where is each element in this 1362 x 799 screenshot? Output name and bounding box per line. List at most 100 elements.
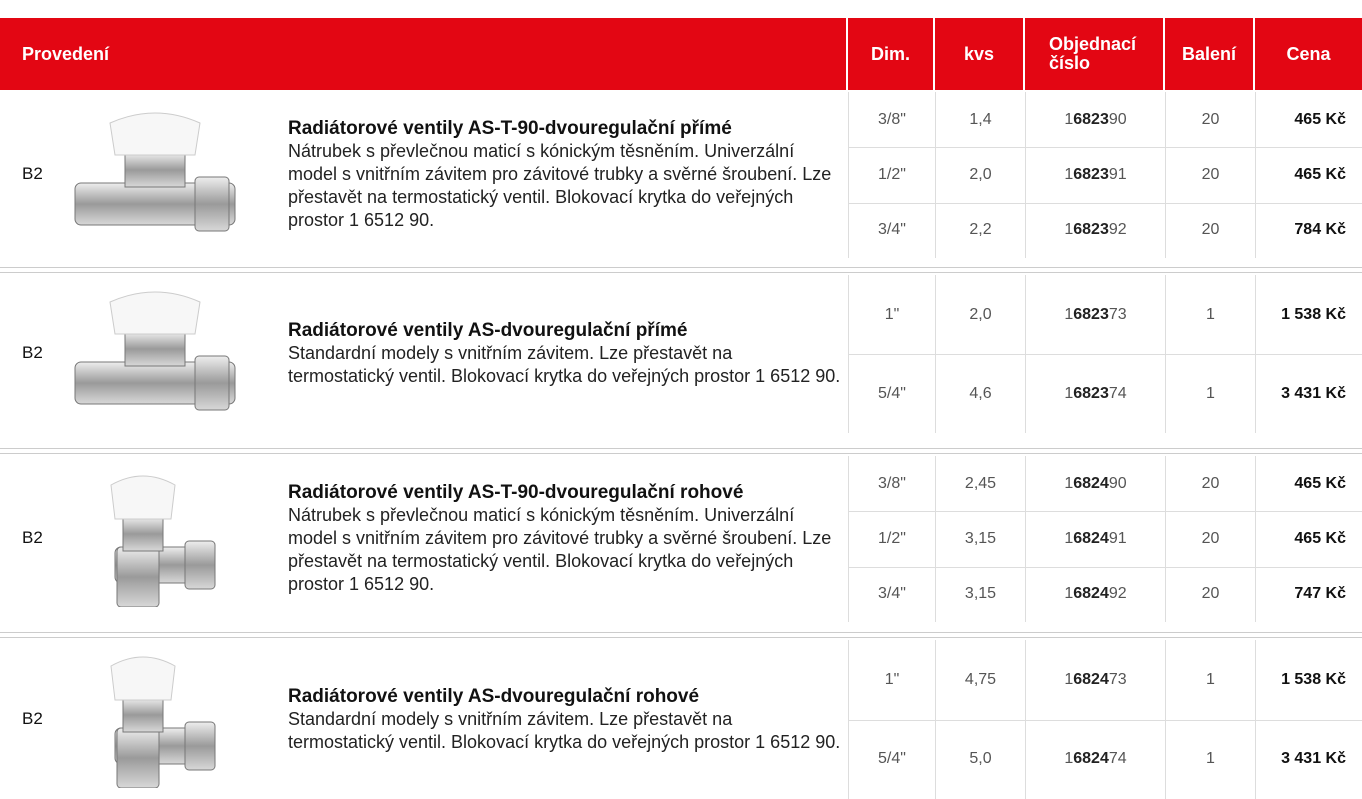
- price: 1 538 Kč: [1255, 275, 1362, 354]
- header-cell: Balení: [1165, 18, 1253, 90]
- product-description: Nátrubek s převlečnou maticí s kónickým …: [288, 140, 843, 232]
- product-description: Standardní modely s vnitřním závitem. Lz…: [288, 342, 843, 388]
- group-divider: [0, 272, 1362, 273]
- order-part: 6824: [1073, 530, 1109, 548]
- order-part: 6824: [1073, 671, 1109, 689]
- page: ProvedeníDim.kvsObjednací čísloBaleníCen…: [0, 0, 1362, 799]
- order-part: 1: [1064, 750, 1073, 768]
- price: 3 431 Kč: [1255, 354, 1362, 433]
- order-part: 1: [1064, 585, 1073, 603]
- dim: 1/2": [848, 147, 935, 202]
- product-image: [55, 467, 255, 607]
- product-title: Radiátorové ventily AS-dvouregulační pří…: [288, 320, 843, 342]
- dim: 5/4": [848, 354, 935, 433]
- dim: 1": [848, 640, 935, 720]
- pack: 1: [1165, 640, 1255, 720]
- dim: 3/8": [848, 456, 935, 511]
- order-part: 90: [1109, 475, 1127, 493]
- group-divider: [0, 632, 1362, 633]
- kvs: 4,6: [935, 354, 1025, 433]
- order-number: 1682491: [1025, 511, 1165, 566]
- product-description: Nátrubek s převlečnou maticí s kónickým …: [288, 504, 843, 596]
- dim: 1/2": [848, 511, 935, 566]
- header-cell: Objednací číslo: [1025, 18, 1163, 90]
- pack: 1: [1165, 275, 1255, 354]
- order-part: 1: [1064, 111, 1073, 129]
- kvs: 2,2: [935, 203, 1025, 258]
- kvs: 5,0: [935, 720, 1025, 799]
- order-part: 1: [1064, 221, 1073, 239]
- price: 784 Kč: [1255, 203, 1362, 258]
- product-image: [55, 648, 255, 788]
- order-part: 6824: [1073, 475, 1109, 493]
- order-part: 1: [1064, 306, 1073, 324]
- product-description: Standardní modely s vnitřním závitem. Lz…: [288, 708, 843, 754]
- order-part: 1: [1064, 385, 1073, 403]
- order-part: 6823: [1073, 111, 1109, 129]
- price: 1 538 Kč: [1255, 640, 1362, 720]
- price: 747 Kč: [1255, 567, 1362, 622]
- pack: 20: [1165, 203, 1255, 258]
- code: B2: [22, 164, 43, 184]
- group-divider: [0, 448, 1362, 449]
- product-title: Radiátorové ventily AS-T-90-dvouregulačn…: [288, 482, 843, 504]
- dim: 1": [848, 275, 935, 354]
- dim: 5/4": [848, 720, 935, 799]
- order-part: 91: [1109, 530, 1127, 548]
- dim: 3/4": [848, 567, 935, 622]
- price: 465 Kč: [1255, 456, 1362, 511]
- product-title: Radiátorové ventily AS-dvouregulační roh…: [288, 686, 843, 708]
- code: B2: [22, 709, 43, 729]
- kvs: 3,15: [935, 511, 1025, 566]
- order-part: 73: [1109, 306, 1127, 324]
- order-part: 74: [1109, 750, 1127, 768]
- header-cell: Dim.: [848, 18, 933, 90]
- product-image: [55, 103, 255, 243]
- order-part: 1: [1064, 530, 1073, 548]
- pack: 20: [1165, 92, 1255, 147]
- dim: 3/8": [848, 92, 935, 147]
- kvs: 2,45: [935, 456, 1025, 511]
- dim: 3/4": [848, 203, 935, 258]
- order-part: 6823: [1073, 306, 1109, 324]
- group-divider: [0, 637, 1362, 638]
- group-divider: [0, 453, 1362, 454]
- kvs: 3,15: [935, 567, 1025, 622]
- order-part: 73: [1109, 671, 1127, 689]
- text-block: Radiátorové ventily AS-T-90-dvouregulačn…: [288, 456, 843, 622]
- order-part: 92: [1109, 585, 1127, 603]
- pack: 20: [1165, 511, 1255, 566]
- kvs: 2,0: [935, 147, 1025, 202]
- pack: 1: [1165, 354, 1255, 433]
- code: B2: [22, 528, 43, 548]
- order-part: 92: [1109, 221, 1127, 239]
- text-block: Radiátorové ventily AS-T-90-dvouregulačn…: [288, 92, 843, 258]
- pack: 20: [1165, 147, 1255, 202]
- pack: 20: [1165, 456, 1255, 511]
- product-image: [55, 282, 255, 422]
- text-block: Radiátorové ventily AS-dvouregulační pří…: [288, 275, 843, 433]
- order-part: 6823: [1073, 166, 1109, 184]
- kvs: 4,75: [935, 640, 1025, 720]
- order-part: 6823: [1073, 221, 1109, 239]
- code: B2: [22, 343, 43, 363]
- kvs: 1,4: [935, 92, 1025, 147]
- order-part: 74: [1109, 385, 1127, 403]
- pack: 1: [1165, 720, 1255, 799]
- group-divider: [0, 267, 1362, 268]
- order-part: 91: [1109, 166, 1127, 184]
- order-part: 90: [1109, 111, 1127, 129]
- order-part: 1: [1064, 475, 1073, 493]
- order-part: 6824: [1073, 585, 1109, 603]
- order-part: 6824: [1073, 750, 1109, 768]
- header-cell: Provedení: [0, 18, 846, 90]
- order-part: 1: [1064, 166, 1073, 184]
